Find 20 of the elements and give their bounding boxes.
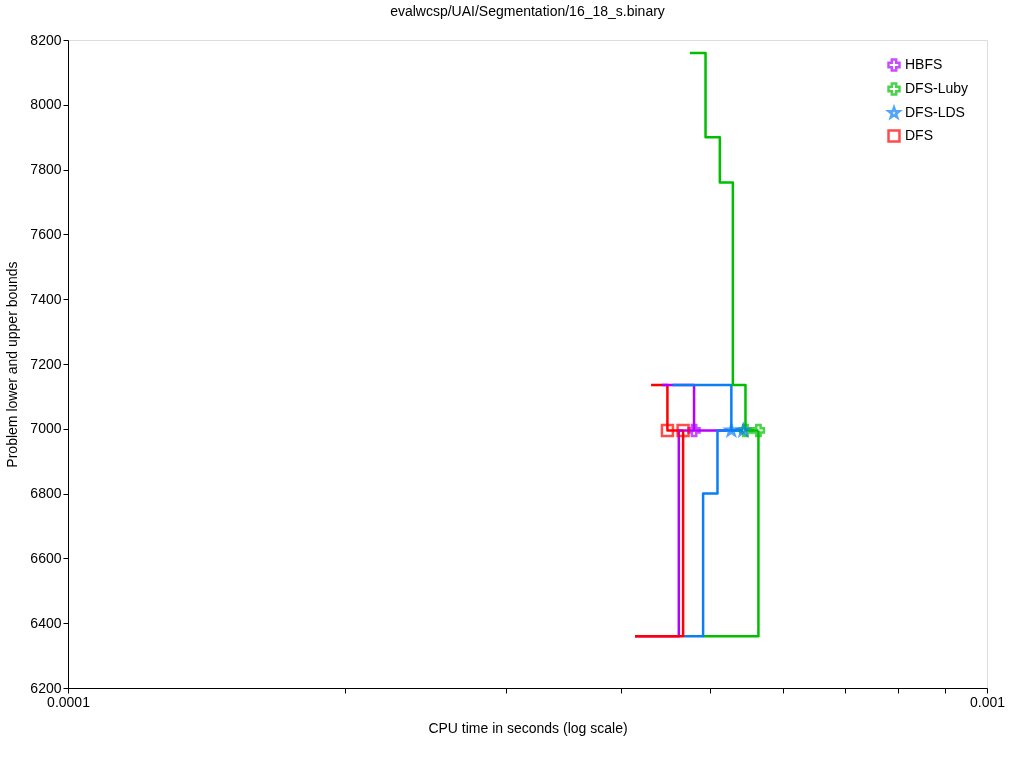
- x-axis-title: CPU time in seconds (log scale): [428, 719, 628, 736]
- y-tick-label: 6600: [30, 549, 62, 566]
- y-tick-label: 8000: [30, 96, 62, 113]
- y-tick-label: 7600: [30, 225, 62, 242]
- legend-label: DFS-LDS: [905, 104, 965, 120]
- x-tick-label: 0.0001: [47, 693, 91, 710]
- y-tick-label: 7000: [30, 420, 62, 437]
- y-axis-title: Problem lower and upper bounds: [4, 261, 21, 468]
- y-tick-label: 6400: [30, 614, 62, 631]
- legend-label: HBFS: [905, 56, 943, 72]
- y-tick-label: 8200: [30, 31, 62, 48]
- y-tick-label: 7800: [30, 161, 62, 178]
- legend-label: DFS-Luby: [905, 80, 969, 96]
- y-tick-label: 6200: [30, 679, 62, 696]
- y-tick-label: 6800: [30, 485, 62, 502]
- chart-title: evalwcsp/UAI/Segmentation/16_18_s.binary: [390, 3, 665, 19]
- y-tick-label: 7400: [30, 290, 62, 307]
- legend-label: DFS: [905, 127, 933, 143]
- x-tick-label: 0.001: [969, 693, 1006, 710]
- y-tick-label: 7200: [30, 355, 62, 372]
